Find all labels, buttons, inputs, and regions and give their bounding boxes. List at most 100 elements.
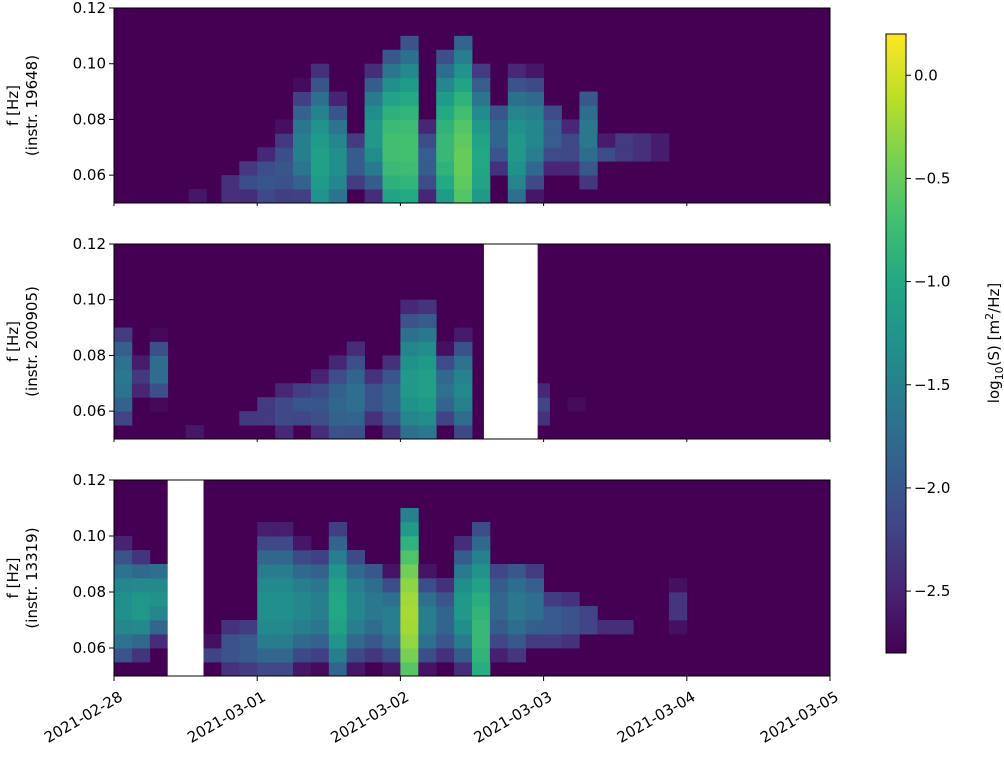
heatmap-cell <box>472 550 491 565</box>
heatmap-cell <box>131 355 151 370</box>
heatmap-cell <box>346 425 365 440</box>
heatmap-cell <box>418 564 437 579</box>
heatmap-cell <box>418 161 437 176</box>
heatmap-cell <box>364 119 383 134</box>
heatmap-cell <box>131 634 151 649</box>
heatmap-cell <box>507 634 527 649</box>
heatmap-cell <box>257 536 276 551</box>
y-tick-label: 0.12 <box>73 471 106 489</box>
heatmap-cell <box>507 648 527 663</box>
heatmap-cell <box>418 578 437 593</box>
heatmap-cell <box>346 397 365 412</box>
heatmap-cell <box>239 662 258 677</box>
heatmap-cell <box>239 175 258 190</box>
heatmap-cell <box>472 536 491 551</box>
heatmap-cell <box>561 161 580 176</box>
heatmap-cell <box>257 411 276 426</box>
heatmap-cell <box>454 91 473 106</box>
x-axis: 2021-02-28 2021-03-01 2021-03-02 2021-03-03… <box>41 676 842 747</box>
heatmap-cell <box>400 606 419 621</box>
heatmap-cell <box>310 411 330 426</box>
heatmap-cell <box>149 397 169 412</box>
heatmap-cell <box>525 189 544 204</box>
heatmap-cell <box>114 369 133 384</box>
heatmap-cell <box>364 634 383 649</box>
heatmap-cell <box>472 175 491 190</box>
heatmap-cell <box>203 634 222 649</box>
colorbar-tick-label: −1.0 <box>914 273 950 291</box>
heatmap-cell <box>418 355 437 370</box>
heatmap-cell <box>364 397 383 412</box>
heatmap-cell <box>561 620 580 635</box>
heatmap-cell <box>436 397 455 412</box>
heatmap-cell <box>257 175 276 190</box>
heatmap-cell <box>275 189 294 204</box>
heatmap-cell <box>275 578 294 593</box>
heatmap-cell <box>525 564 544 579</box>
heatmap-cell <box>472 592 491 607</box>
heatmap-cell <box>310 91 330 106</box>
heatmap-cell <box>293 634 312 649</box>
heatmap-cell <box>328 397 348 412</box>
heatmap-cell <box>114 536 133 551</box>
heatmap-cell <box>400 161 419 176</box>
heatmap-cell <box>364 189 383 204</box>
heatmap-cell <box>543 592 562 607</box>
heatmap-cell <box>328 369 348 384</box>
heatmap-cell <box>328 383 348 398</box>
heatmap-cell <box>436 341 455 356</box>
heatmap-cell <box>114 634 133 649</box>
heatmap-cell <box>525 105 544 120</box>
heatmap-cell <box>149 578 169 593</box>
heatmap-cell <box>364 369 383 384</box>
heatmap-cell <box>275 133 294 148</box>
heatmap-cell <box>436 383 455 398</box>
heatmap-cell <box>364 411 383 426</box>
heatmap-cell <box>507 161 527 176</box>
heatmap-cell <box>328 592 348 607</box>
heatmap-cell <box>436 578 455 593</box>
heatmap-cell <box>310 634 330 649</box>
heatmap-cell <box>507 175 527 190</box>
heatmap-cell <box>382 369 401 384</box>
heatmap-cell <box>525 133 544 148</box>
heatmap-cell <box>293 592 312 607</box>
heatmap-cell <box>418 648 437 663</box>
panel-3: 0.06 0.08 0.10 0.12 f [Hz] (instr. 13319) <box>4 471 831 677</box>
heatmap-cell <box>561 606 580 621</box>
heatmap-cell <box>239 648 258 663</box>
y-tick-label: 0.10 <box>73 291 106 309</box>
heatmap-cell <box>454 35 473 51</box>
heatmap-cell <box>221 620 240 635</box>
heatmap-cell <box>328 536 348 551</box>
heatmap-cell <box>525 606 544 621</box>
heatmap-cell <box>472 662 491 677</box>
heatmap-cell <box>346 550 365 565</box>
colorbar-tick-label: −1.5 <box>914 376 950 394</box>
heatmap-cell <box>400 620 419 635</box>
heatmap-cell <box>382 119 401 134</box>
heatmap-cell <box>400 508 419 523</box>
heatmap-cell <box>275 161 294 176</box>
heatmap-cell <box>543 119 562 134</box>
heatmap-cell <box>293 411 312 426</box>
y-axis-label: f [Hz] <box>4 85 22 126</box>
heatmap-cell <box>525 620 544 635</box>
heatmap-cell <box>382 397 401 412</box>
heatmap-cell <box>328 411 348 426</box>
heatmap-cell <box>221 175 240 190</box>
heatmap-cell <box>454 161 473 176</box>
heatmap-cell <box>436 648 455 663</box>
heatmap-cell <box>114 564 133 579</box>
heatmap-cell <box>382 91 401 106</box>
x-tick-label: 2021-03-02 <box>327 688 412 747</box>
heatmap-cell <box>275 397 294 412</box>
heatmap-cell <box>275 648 294 663</box>
heatmap-cell <box>615 133 634 148</box>
panel-frame <box>113 479 831 677</box>
heatmap-cell <box>454 662 473 677</box>
heatmap-cell <box>131 606 151 621</box>
heatmap-cell <box>489 147 509 162</box>
heatmap-cell <box>507 119 527 134</box>
heatmap-cell <box>472 620 491 635</box>
